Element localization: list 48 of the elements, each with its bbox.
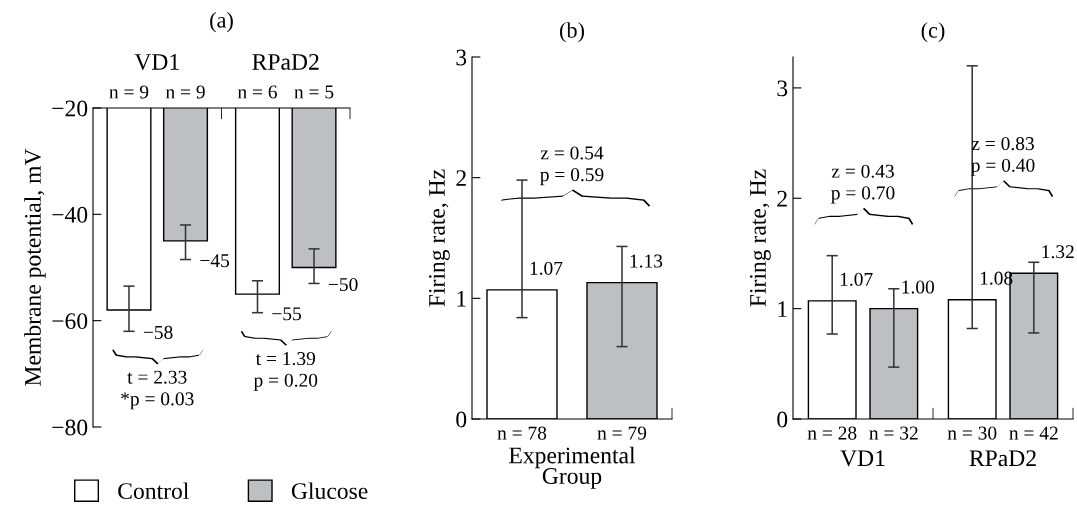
y-tick-label: 1 xyxy=(778,301,787,317)
x-tick-label: RPaD2 xyxy=(969,450,1036,467)
text: n = 42 xyxy=(1009,426,1058,440)
data-label: −50 xyxy=(328,277,358,292)
y-tick-label: −60 xyxy=(52,313,88,330)
data-label: 1.13 xyxy=(630,254,663,268)
data-label: 1.00 xyxy=(902,280,935,294)
y-tick-label: −40 xyxy=(52,206,88,223)
x-axis-title: Experimental Group xyxy=(509,446,636,489)
text: n = 9 xyxy=(109,85,149,99)
y-tick-label: 1 xyxy=(457,290,466,307)
text: n = 9 xyxy=(165,85,205,99)
annotation: t = 2.33 *p = 0.03 xyxy=(121,370,194,410)
y-tick-label: 3 xyxy=(456,49,467,66)
y-tick-label: 0 xyxy=(777,411,788,428)
annotation: z = 0.43 p = 0.70 xyxy=(831,164,895,204)
text: n = 32 xyxy=(869,426,918,440)
x-tick-label: VD1 xyxy=(840,450,885,467)
chart-title: (c) xyxy=(921,22,945,43)
annotation: t = 1.39 p = 0.20 xyxy=(253,352,318,391)
data-label: 1.32 xyxy=(1042,245,1074,259)
data-label: −58 xyxy=(143,325,173,339)
text: n = 6 xyxy=(237,85,277,99)
text: n = 28 xyxy=(807,426,857,440)
data-label: −55 xyxy=(272,307,302,321)
text: n = 79 xyxy=(597,426,647,440)
x-tick-label: VD1 xyxy=(134,54,179,70)
text: n = 78 xyxy=(497,426,547,440)
y-tick-label: 2 xyxy=(777,190,787,207)
y-tick-label: 3 xyxy=(777,80,788,97)
y-axis-title: Firing rate, Hz xyxy=(429,169,450,307)
data-label: −45 xyxy=(200,254,230,268)
data-label: 1.07 xyxy=(530,261,563,275)
y-tick-label: 2 xyxy=(456,170,466,186)
data-label: 1.07 xyxy=(840,272,873,286)
y-tick-label: −80 xyxy=(52,419,88,436)
y-tick-label: −20 xyxy=(52,100,88,117)
text: n = 5 xyxy=(294,85,334,99)
chart-title: (a) xyxy=(210,12,233,33)
text: n = 30 xyxy=(947,426,997,440)
y-tick-label: 0 xyxy=(456,411,467,428)
y-axis-title: Firing rate, Hz xyxy=(750,169,771,307)
annotation: z = 0.54 p = 0.59 xyxy=(540,146,604,186)
x-tick-label: RPaD2 xyxy=(252,54,319,70)
legend-label: Control xyxy=(118,482,189,500)
chart-title: (b) xyxy=(560,22,584,43)
y-axis-title: Membrane potential, mV xyxy=(24,148,46,386)
legend-label: Glucose xyxy=(291,482,368,500)
